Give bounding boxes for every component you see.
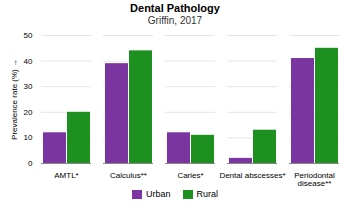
svg-text:Dental abscesses*: Dental abscesses* bbox=[219, 171, 285, 180]
svg-text:10: 10 bbox=[24, 133, 33, 142]
svg-text:30: 30 bbox=[24, 82, 33, 91]
svg-text:Caries*: Caries* bbox=[177, 171, 203, 180]
svg-text:40: 40 bbox=[24, 57, 33, 66]
html-text:Dental Pathology: Dental Pathology bbox=[130, 2, 220, 14]
svg-text:Calculus**: Calculus** bbox=[110, 171, 147, 180]
svg-text:0: 0 bbox=[28, 159, 33, 168]
svg-text:Prevalence rate (%) →: Prevalence rate (%) → bbox=[10, 59, 19, 140]
svg-text:Periodontaldisease**: Periodontaldisease** bbox=[294, 171, 335, 187]
html-text:Griffin, 2017: Griffin, 2017 bbox=[147, 15, 203, 26]
svg-text:20: 20 bbox=[24, 108, 33, 117]
html-text:Urban: Urban bbox=[146, 189, 171, 199]
svg-text:AMTL*: AMTL* bbox=[54, 171, 78, 180]
svg-text:50: 50 bbox=[24, 31, 33, 40]
html-text:Rural: Rural bbox=[196, 189, 218, 199]
